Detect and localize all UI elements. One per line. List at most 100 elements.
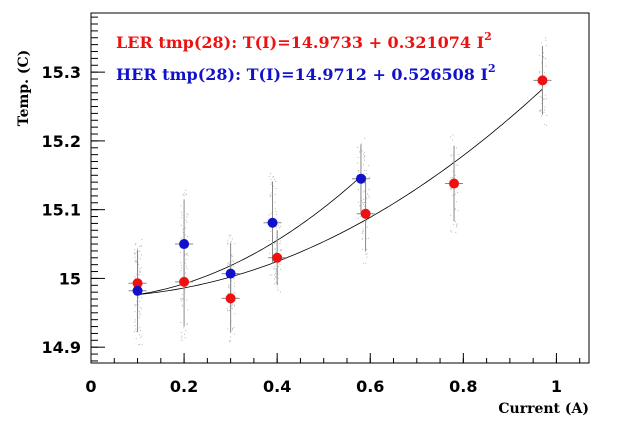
raw-sample-dot <box>544 123 546 125</box>
raw-sample-dot <box>182 228 184 230</box>
raw-sample-dot <box>184 262 186 264</box>
raw-sample-dot <box>358 201 360 203</box>
x-axis: 0 0.2 0.4 0.6 0.8 1 <box>85 353 581 396</box>
raw-sample-dot <box>277 278 279 280</box>
raw-sample-dot <box>232 259 234 261</box>
raw-sample-dot <box>279 264 281 266</box>
raw-sample-dot <box>366 197 368 199</box>
raw-sample-dot <box>233 285 235 287</box>
x-tick-label: 0.4 <box>263 377 291 396</box>
raw-sample-dot <box>364 190 366 192</box>
raw-sample-dot <box>275 211 277 213</box>
raw-sample-dot <box>272 185 274 187</box>
raw-sample-dot <box>271 274 273 276</box>
raw-sample-dot <box>230 241 232 243</box>
y-tick-label: 15.2 <box>42 132 81 151</box>
raw-sample-dot <box>141 308 143 310</box>
raw-sample-dot <box>540 109 542 111</box>
raw-sample-dot <box>184 227 186 229</box>
raw-sample-dot <box>364 205 366 207</box>
raw-sample-dot <box>232 255 234 257</box>
raw-sample-dot <box>280 225 282 227</box>
raw-sample-dot <box>275 282 277 284</box>
raw-sample-dot <box>273 278 275 280</box>
raw-sample-dot <box>228 234 230 236</box>
raw-sample-dot <box>233 305 235 307</box>
raw-sample-dot <box>364 202 366 204</box>
raw-sample-dot <box>233 333 235 335</box>
raw-sample-dot <box>138 334 140 336</box>
raw-sample-dot <box>270 230 272 232</box>
raw-sample-dot <box>357 217 359 219</box>
raw-sample-dot <box>185 193 187 195</box>
data-point <box>225 268 236 279</box>
raw-sample-dot <box>546 97 548 99</box>
raw-sample-dot <box>270 178 272 180</box>
raw-sample-dot <box>234 313 236 315</box>
fit-annotation: LER tmp(28): T(I)=14.9733 + 0.321074 I2 <box>116 30 492 52</box>
raw-sample-dot <box>366 256 368 258</box>
raw-sample-dot <box>364 155 366 157</box>
raw-sample-dot <box>186 213 188 215</box>
raw-sample-dot <box>362 237 364 239</box>
raw-sample-dot <box>135 252 137 254</box>
raw-sample-dot <box>180 262 182 264</box>
raw-sample-dot <box>141 297 143 299</box>
raw-sample-dot <box>358 189 360 191</box>
raw-sample-dot <box>180 237 182 239</box>
raw-sample-dot <box>367 193 369 195</box>
raw-sample-dot <box>364 137 366 139</box>
data-point <box>179 276 190 287</box>
raw-sample-dot <box>186 323 188 325</box>
plot-frame <box>90 12 590 364</box>
raw-sample-dot <box>184 234 186 236</box>
raw-sample-dot <box>457 210 459 212</box>
raw-sample-dot <box>230 305 232 307</box>
raw-sample-dot <box>364 182 366 184</box>
raw-sample-dot <box>230 336 232 338</box>
raw-sample-dot <box>139 306 141 308</box>
raw-sample-dot <box>456 224 458 226</box>
raw-sample-dot <box>540 96 542 98</box>
raw-sample-dot <box>362 232 364 234</box>
raw-sample-dot <box>543 56 545 58</box>
raw-sample-dot <box>364 156 366 158</box>
raw-sample-dot <box>180 224 182 226</box>
raw-sample-dot <box>546 45 548 47</box>
raw-sample-dot <box>280 249 282 251</box>
raw-sample-dot <box>538 54 540 56</box>
raw-sample-dot <box>270 212 272 214</box>
raw-sample-dot <box>139 314 141 316</box>
raw-sample-dot <box>227 328 229 330</box>
raw-sample-dot <box>278 266 280 268</box>
raw-sample-dot <box>187 214 189 216</box>
raw-sample-dot <box>134 319 136 321</box>
raw-sample-dot <box>359 205 361 207</box>
raw-sample-dot <box>369 176 371 178</box>
raw-sample-dot <box>233 292 235 294</box>
raw-sample-dot <box>141 245 143 247</box>
raw-sample-dot <box>455 164 457 166</box>
y-tick-label: 15.1 <box>42 201 81 220</box>
raw-sample-dot <box>185 219 187 221</box>
raw-sample-dot <box>134 248 136 250</box>
raw-sample-dot <box>274 248 276 250</box>
raw-sample-dot <box>227 243 229 245</box>
raw-sample-dot <box>180 298 182 300</box>
raw-sample-dot <box>368 189 370 191</box>
raw-sample-dot <box>135 328 137 330</box>
raw-sample-dot <box>542 98 544 100</box>
y-axis-title: Temp. (C) <box>16 50 32 126</box>
raw-sample-dot <box>276 287 278 289</box>
raw-sample-dot <box>274 178 276 180</box>
raw-sample-dot <box>227 239 229 241</box>
x-axis-title: Current (A) <box>498 401 589 417</box>
raw-sample-dot <box>139 327 141 329</box>
raw-sample-dot <box>279 240 281 242</box>
raw-sample-dot <box>230 254 232 256</box>
raw-sample-dot <box>232 261 234 263</box>
raw-sample-dot <box>273 283 275 285</box>
raw-sample-dot <box>455 193 457 195</box>
raw-sample-dot <box>230 235 232 237</box>
raw-sample-dot <box>539 71 541 73</box>
